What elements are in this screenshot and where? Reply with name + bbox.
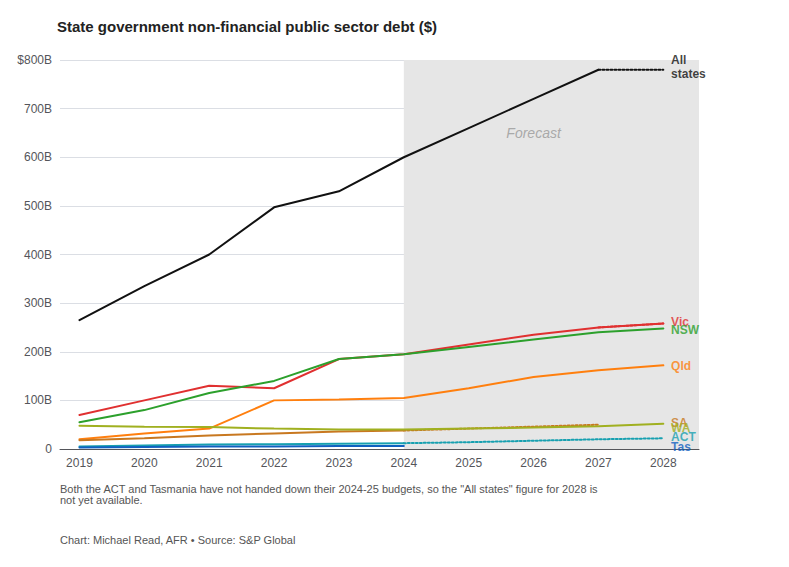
svg-text:State government non-financial: State government non-financial public se…	[57, 18, 437, 35]
svg-text:2022: 2022	[261, 456, 288, 470]
svg-text:400B: 400B	[24, 248, 52, 262]
svg-text:2027: 2027	[585, 456, 612, 470]
svg-text:All: All	[671, 53, 686, 67]
svg-text:200B: 200B	[24, 345, 52, 359]
svg-text:2024: 2024	[390, 456, 417, 470]
svg-text:2023: 2023	[326, 456, 353, 470]
svg-text:Qld: Qld	[671, 359, 691, 373]
svg-text:ACT: ACT	[671, 429, 696, 444]
svg-text:2025: 2025	[455, 456, 482, 470]
svg-text:100B: 100B	[24, 393, 52, 407]
svg-text:Forecast: Forecast	[506, 125, 562, 141]
svg-text:2028: 2028	[650, 456, 677, 470]
svg-text:300B: 300B	[24, 296, 52, 310]
svg-text:2026: 2026	[520, 456, 547, 470]
svg-text:not yet available.: not yet available.	[60, 494, 143, 506]
svg-text:0: 0	[45, 442, 52, 456]
svg-text:NSW: NSW	[671, 323, 700, 337]
svg-text:2021: 2021	[196, 456, 223, 470]
svg-text:500B: 500B	[24, 199, 52, 213]
svg-text:Tas: Tas	[671, 440, 691, 454]
svg-text:$800B: $800B	[17, 53, 52, 67]
svg-text:700B: 700B	[24, 102, 52, 116]
svg-text:Chart: Michael Read, AFR • Sou: Chart: Michael Read, AFR • Source: S&P G…	[60, 534, 295, 546]
svg-text:WA: WA	[671, 420, 691, 435]
svg-text:Vic: Vic	[671, 315, 689, 330]
svg-text:2019: 2019	[66, 456, 93, 470]
svg-text:600B: 600B	[24, 150, 52, 164]
svg-text:states: states	[671, 67, 706, 81]
svg-text:Both the ACT and Tasmania have: Both the ACT and Tasmania have not hande…	[60, 482, 598, 495]
svg-text:2020: 2020	[131, 456, 158, 470]
